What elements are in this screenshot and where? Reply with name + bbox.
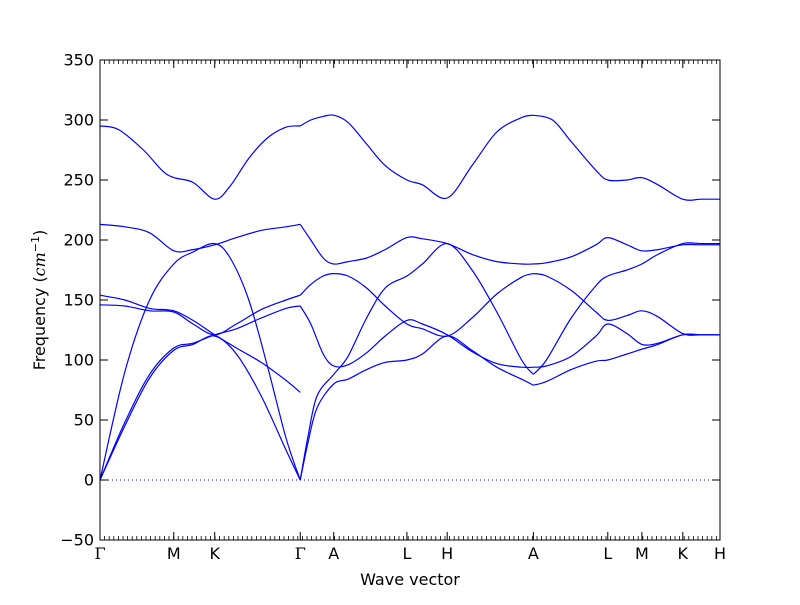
phonon-branch-5 <box>99 294 301 336</box>
phonon-branch-7 <box>99 125 301 200</box>
y-axis: −50 0 50 100 150 200 250 300 350 <box>60 51 720 550</box>
plot-frame <box>99 59 721 541</box>
phonon-branch-14 <box>533 333 720 386</box>
phonon-branch-9 <box>299 243 534 481</box>
y-axis-label-unit: cm <box>30 252 49 276</box>
phonon-branch-2 <box>99 305 301 481</box>
x-tick-label: L <box>603 544 612 563</box>
phonon-branch-19 <box>533 114 720 201</box>
x-tick-label: L <box>402 544 411 563</box>
x-tick-label: A <box>528 544 539 563</box>
phonon-branch-17 <box>532 242 720 375</box>
x-tick-label: Γ <box>295 544 306 563</box>
y-tick-label: −50 <box>60 531 94 550</box>
phonon-branch-16 <box>533 273 721 336</box>
y-tick-label: 300 <box>63 111 94 130</box>
x-tick-label: K <box>678 544 689 563</box>
phonon-branch-12 <box>299 224 534 265</box>
x-tick-label: H <box>441 544 453 563</box>
phonon-branch-3 <box>99 242 301 481</box>
phonon-branch-4 <box>99 294 301 393</box>
x-axis-label: Wave vector <box>360 570 460 589</box>
y-axis-label-exponent: −1 <box>29 236 42 252</box>
y-axis-label-prefix: Frequency ( <box>30 276 49 370</box>
y-tick-label: 250 <box>63 171 94 190</box>
phonon-branch-10 <box>299 272 534 337</box>
x-tick-label: A <box>328 544 339 563</box>
phonon-branch-6 <box>99 223 301 253</box>
y-tick-label: 0 <box>84 471 94 490</box>
phonon-branch-1 <box>99 335 301 481</box>
y-tick-label: 50 <box>74 411 94 430</box>
x-tick-label: Γ <box>94 544 105 563</box>
phonon-branch-15 <box>533 323 720 368</box>
y-tick-label: 100 <box>63 351 94 370</box>
x-tick-label: M <box>167 544 181 563</box>
x-tick-label: H <box>714 544 726 563</box>
series-group <box>99 114 721 481</box>
y-axis-label-suffix: ) <box>30 230 49 236</box>
x-tick-label: M <box>635 544 649 563</box>
minor-ticks-group <box>104 60 717 540</box>
y-tick-label: 350 <box>63 51 94 70</box>
x-tick-label: K <box>209 544 220 563</box>
y-tick-label: 200 <box>63 231 94 250</box>
phonon-branch-11 <box>299 305 534 369</box>
phonon-branch-13 <box>299 114 534 200</box>
y-tick-label: 150 <box>63 291 94 310</box>
y-axis-label: Frequency (cm−1) <box>29 230 49 371</box>
phonon-branch-8 <box>299 335 534 481</box>
phonon-branch-18 <box>533 236 720 265</box>
